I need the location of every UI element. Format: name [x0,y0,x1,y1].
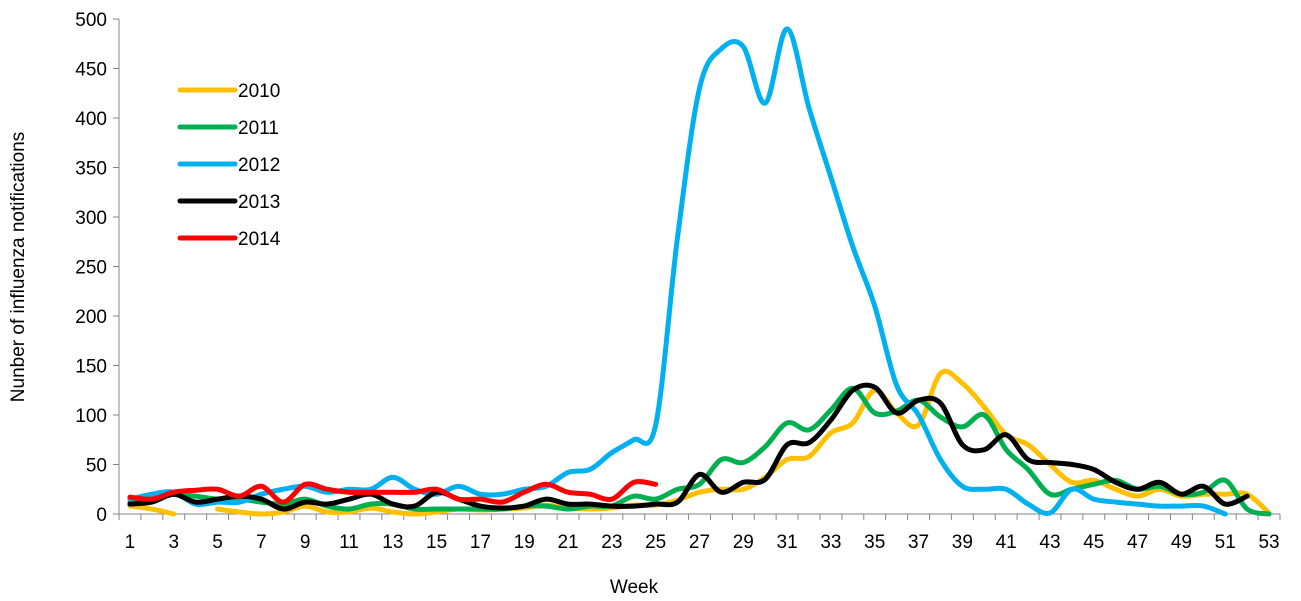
y-tick-label: 250 [75,258,107,279]
x-tick-label: 19 [514,532,535,553]
y-tick-label: 100 [75,406,107,427]
x-tick-label: 13 [382,532,403,553]
series-line-2011 [127,385,1272,517]
x-tick-label: 49 [1171,532,1192,553]
y-axis-ticks: 0 50 100 150 200 250 300 350 400 450 500 [75,10,119,526]
x-tick-label: 33 [820,532,841,553]
legend-label-2010: 2010 [238,81,280,102]
x-tick-label: 17 [470,532,491,553]
series-line-segment [127,503,177,517]
x-tick-label: 45 [1083,532,1104,553]
y-tick-label: 300 [75,208,107,229]
y-tick-label: 350 [75,159,107,180]
series-line-segment [127,385,1272,517]
series-line-segment [127,479,659,505]
x-tick-label: 39 [952,532,973,553]
series-line-2014 [127,479,659,505]
x-tick-label: 51 [1215,532,1236,553]
x-tick-label: 31 [777,532,798,553]
x-tick-label: 7 [256,532,267,553]
x-tick-label: 21 [557,532,578,553]
x-axis-title: Week [610,577,659,598]
x-tick-label: 3 [168,532,179,553]
x-tick-label: 27 [689,532,710,553]
y-tick-label: 150 [75,357,107,378]
y-axis-title: Nunber of influenza notifications [8,132,29,402]
x-tick-label: 5 [212,532,223,553]
y-tick-label: 50 [86,456,107,477]
legend-label-2011: 2011 [238,118,279,139]
x-axis-ticks: 1 3 5 7 9 11 13 15 17 19 21 23 25 27 29 31 33 35 37 39 41 43 4… [118,514,1281,553]
x-tick-label: 15 [426,532,447,553]
y-tick-label: 400 [75,109,107,130]
y-tick-label: 500 [75,10,107,31]
legend: 2010 2011 2012 2013 2014 [177,81,281,250]
x-tick-label: 29 [733,532,754,553]
axes [118,19,1280,515]
series-line-segment [127,382,1250,512]
legend-label-2014: 2014 [238,229,281,250]
x-tick-label: 1 [125,532,136,553]
series-lines [127,26,1272,517]
series-line-2010 [127,368,1272,517]
legend-label-2013: 2013 [238,192,280,213]
x-tick-label: 25 [645,532,666,553]
x-tick-label: 23 [601,532,622,553]
x-tick-label: 53 [1258,532,1279,553]
legend-label-2012: 2012 [238,155,280,176]
series-line-segment [127,26,1228,517]
x-tick-label: 41 [996,532,1017,553]
series-line-2013 [127,382,1250,512]
x-tick-label: 37 [908,532,929,553]
series-line-2012 [127,26,1228,517]
y-tick-label: 200 [75,307,107,328]
x-tick-label: 9 [300,532,311,553]
x-tick-label: 43 [1039,532,1060,553]
y-tick-label: 450 [75,60,107,81]
series-line-segment [215,368,1272,517]
x-tick-label: 47 [1127,532,1148,553]
x-tick-label: 11 [339,532,359,553]
y-tick-label: 0 [96,505,107,526]
x-tick-label: 35 [864,532,885,553]
